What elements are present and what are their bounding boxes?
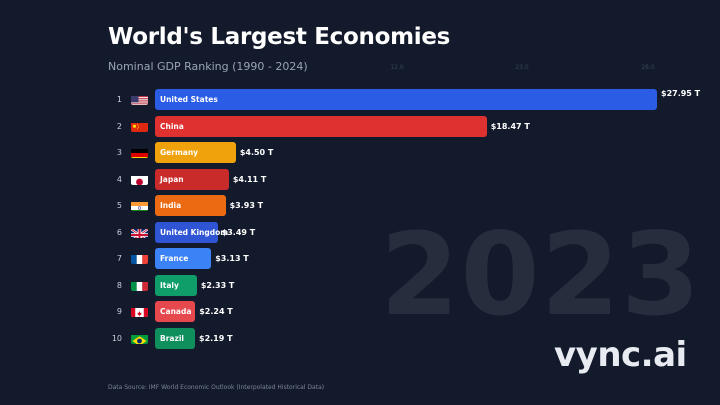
bar-row: 10 Brazil $2.19 T	[0, 327, 720, 349]
bar-row: 1 United States $27.95 T	[0, 89, 720, 110]
country-label: France	[160, 254, 189, 263]
value-label: $2.19 T	[199, 333, 233, 343]
bar: Italy	[155, 274, 197, 296]
brand-logo: vync.ai	[554, 335, 687, 375]
france-flag-icon	[131, 252, 148, 264]
rank-label: 1	[116, 95, 122, 104]
bar-row: 9 Canada $2.24 T	[0, 301, 720, 322]
bar: United Kingdom	[155, 221, 228, 243]
value-label: $27.95 T	[661, 89, 701, 98]
rank-label: 4	[116, 174, 122, 184]
year-watermark: 2023	[380, 208, 702, 341]
chart-title: World's Largest Economies	[108, 24, 451, 50]
china-flag-icon	[131, 120, 148, 132]
bar-row: 8 Italy $2.33 T	[0, 274, 720, 296]
uk-flag-icon	[131, 226, 148, 238]
x-tick-label: 28.0	[641, 64, 655, 71]
rank-label: 6	[116, 227, 122, 237]
bar-row: 6 United Kingdom $3.49 T	[0, 221, 720, 243]
value-label: $3.49 T	[221, 227, 256, 237]
rank-label: 3	[116, 148, 122, 157]
japan-flag-icon	[131, 173, 148, 185]
bar: Brazil	[155, 327, 195, 349]
us-flag-icon	[131, 93, 148, 105]
bar: India	[155, 195, 226, 216]
value-label: $4.11 T	[232, 174, 267, 184]
chart-subtitle: Nominal GDP Ranking (1990 - 2024)	[108, 60, 308, 73]
bar: Japan	[155, 168, 229, 190]
x-tick-label: 12.0	[390, 64, 404, 71]
germany-flag-icon	[131, 146, 148, 158]
bar: Canada	[155, 301, 196, 322]
value-label: $4.50 T	[239, 148, 274, 157]
bar-row: 5 India $3.93 T	[0, 195, 720, 216]
country-label: Japan	[160, 174, 184, 184]
rank-label: 5	[116, 201, 122, 210]
bar-row: 2 China $18.47 T	[0, 115, 720, 137]
country-label: China	[160, 121, 184, 131]
value-label: $3.13 T	[215, 254, 249, 263]
rank-label: 8	[116, 280, 122, 290]
bar-row: 7 France $3.13 T	[0, 248, 720, 269]
value-label: $2.33 T	[200, 280, 235, 290]
india-flag-icon	[131, 199, 148, 211]
value-label: $3.93 T	[229, 201, 264, 210]
rank-label: 10	[111, 333, 122, 343]
bar: China	[155, 115, 487, 137]
rank-label: 2	[116, 121, 122, 131]
bar: United States	[155, 89, 657, 110]
country-label: United States	[160, 95, 218, 104]
brazil-flag-icon	[131, 332, 148, 344]
country-label: Germany	[160, 148, 199, 157]
x-tick-label: 23.0	[515, 64, 529, 71]
value-label: $2.24 T	[199, 307, 233, 316]
bar: Germany	[155, 142, 236, 163]
country-label: Italy	[160, 280, 179, 290]
italy-flag-icon	[131, 279, 148, 291]
bar-row: 4 Japan $4.11 T	[0, 168, 720, 190]
canada-flag-icon	[131, 305, 148, 317]
country-label: Canada	[160, 307, 192, 316]
bar-row: 3 Germany $4.50 T	[0, 142, 720, 163]
bar: France	[155, 248, 212, 269]
rank-label: 9	[116, 307, 122, 316]
rank-label: 7	[116, 254, 122, 263]
country-label: Brazil	[160, 333, 184, 343]
country-label: India	[160, 201, 182, 210]
value-label: $18.47 T	[490, 121, 530, 131]
data-source-note: Data Source: IMF World Economic Outlook …	[108, 384, 325, 391]
country-label: United Kingdom	[160, 227, 229, 237]
